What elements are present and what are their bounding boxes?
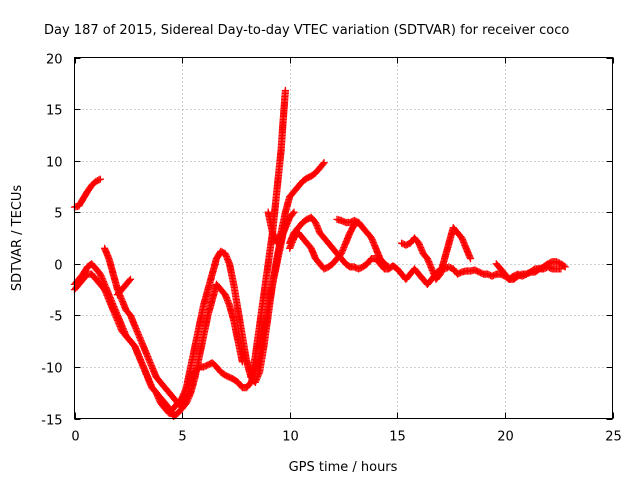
y-tick-label: -5 [50, 310, 63, 325]
data-point-marker [385, 263, 393, 271]
y-tick-labels: -15 -10 -5 0 5 10 15 20 [41, 53, 62, 429]
y-axis-label: SDTVAR / TECUs [10, 185, 25, 292]
trace-marker [384, 262, 392, 270]
data-point-marker [113, 291, 122, 299]
x-tick-label: 25 [605, 430, 622, 445]
x-axis-label: GPS time / hours [289, 460, 398, 475]
data-point-marker [281, 86, 289, 95]
y-tick-label: 0 [54, 259, 62, 274]
chart-title: Day 187 of 2015, Sidereal Day-to-day VTE… [44, 23, 569, 38]
x-tick-label: 15 [389, 430, 406, 445]
data-point-marker [290, 208, 298, 216]
series-arc-11 [398, 224, 475, 283]
trace-marker [289, 209, 297, 218]
tick-marks [74, 57, 614, 420]
data-point-marker [320, 159, 328, 167]
data-point-marker [466, 255, 475, 263]
series-arc-12 [492, 258, 569, 283]
trace-marker [319, 160, 327, 168]
x-tick-label: 5 [178, 430, 186, 445]
data-point-marker [238, 358, 246, 366]
gridlines [74, 57, 613, 419]
y-tick-label: -10 [41, 362, 62, 377]
series-arc-7 [264, 159, 328, 247]
series-arc-3 [70, 208, 298, 420]
series-arc-4 [101, 244, 246, 412]
y-tick-label: 15 [46, 104, 63, 119]
y-tick-label: 20 [46, 53, 63, 68]
data-point-marker [96, 175, 104, 183]
y-tick-label: 5 [54, 207, 62, 222]
series-arc-6 [247, 86, 289, 381]
x-tick-labels: 0 5 10 15 20 25 [71, 430, 621, 445]
series-layer [70, 86, 569, 420]
y-tick-label: 10 [46, 156, 63, 171]
x-tick-label: 10 [282, 430, 299, 445]
x-tick-label: 20 [497, 430, 514, 445]
trace-marker [95, 176, 103, 184]
trace-marker [560, 262, 568, 270]
trace-marker [115, 289, 123, 297]
series-arc-10 [333, 215, 393, 271]
series-arc-1 [70, 175, 104, 211]
series-arc-5 [113, 275, 135, 299]
y-tick-label: -15 [41, 414, 62, 429]
data-point-marker [561, 263, 569, 271]
x-tick-label: 0 [71, 430, 79, 445]
plot-frame [74, 57, 613, 419]
